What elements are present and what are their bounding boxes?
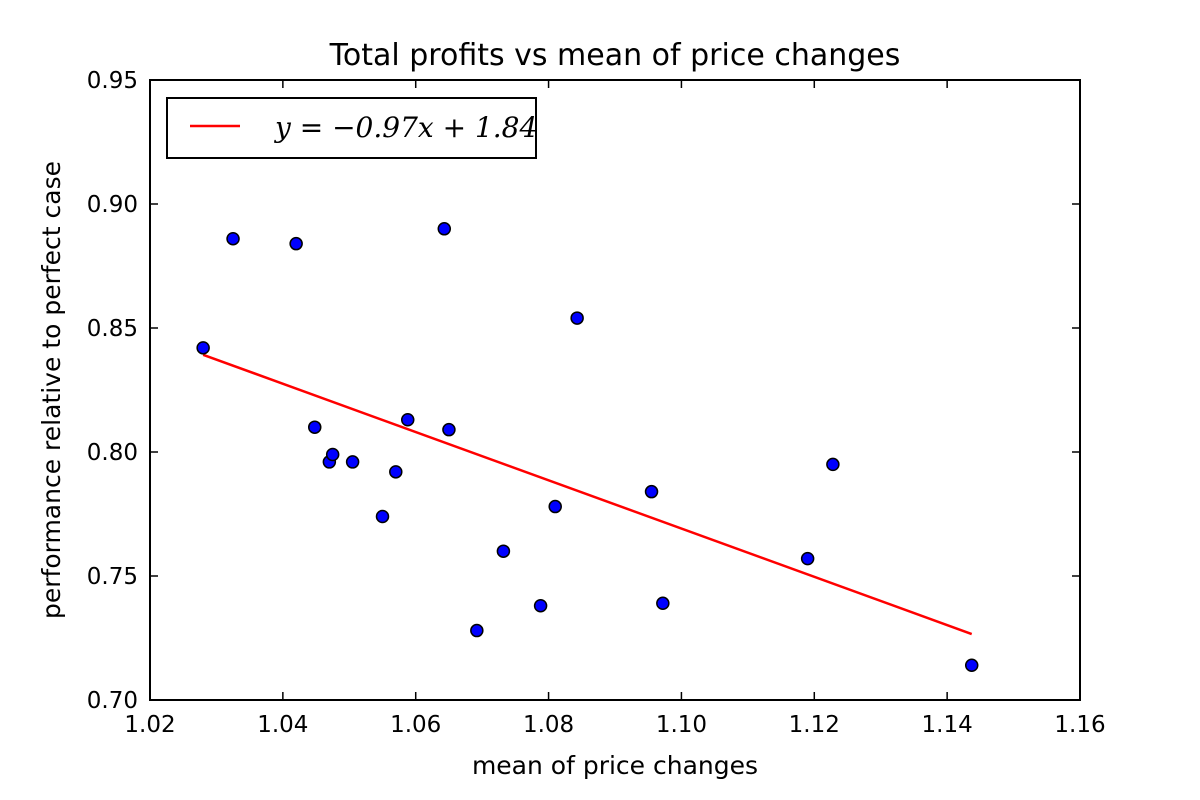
fit-line-layer [202, 353, 973, 636]
fit-line [202, 353, 973, 636]
x-tick-label-3: 1.08 [523, 712, 574, 738]
data-point-14 [496, 544, 511, 558]
data-point-11 [437, 222, 452, 236]
data-point-21 [826, 457, 840, 472]
y-tick-label-3: 0.85 [87, 316, 138, 342]
data-point-7 [345, 455, 360, 469]
legend-box [166, 97, 537, 159]
x-tick-label-1: 1.04 [257, 712, 308, 738]
data-point-20 [800, 551, 815, 566]
data-point-10 [400, 413, 415, 427]
data-point-17 [570, 311, 584, 325]
y-tick-label-5: 0.95 [87, 68, 138, 94]
x-tick-label-2: 1.06 [390, 712, 441, 738]
chart-title: Total profits vs mean of price changes [329, 38, 901, 73]
points-layer [196, 222, 979, 673]
data-point-4 [307, 420, 322, 434]
data-point-6 [325, 447, 340, 462]
y-tick-label-2: 0.80 [87, 440, 138, 466]
data-point-16 [548, 499, 562, 514]
y-tick-label-4: 0.90 [87, 192, 138, 218]
data-point-3 [289, 236, 303, 251]
data-point-9 [389, 465, 403, 479]
y-axis-label: performance relative to perfect case [37, 161, 66, 619]
legend: y = −0.97x + 1.84 [166, 97, 537, 159]
data-point-12 [442, 422, 456, 437]
data-point-22 [964, 658, 979, 673]
x-tick-label-5: 1.12 [789, 712, 840, 738]
x-tick-label-4: 1.10 [656, 712, 707, 738]
legend-label: y = −0.97x + 1.84 [273, 111, 537, 144]
x-tick-label-6: 1.14 [922, 712, 973, 738]
x-axis-label: mean of price changes [472, 751, 758, 780]
data-point-1 [196, 341, 210, 355]
x-tick-label-7: 1.16 [1054, 712, 1105, 738]
data-point-2 [226, 231, 240, 246]
x-tick-label-0: 1.02 [124, 712, 175, 738]
data-point-19 [656, 596, 670, 611]
axes-background [150, 80, 1080, 700]
data-point-8 [375, 509, 390, 524]
x-axis: 1.02 1.04 1.06 1.08 1.10 1.12 1.14 1.16 [124, 80, 1106, 738]
y-tick-label-1: 0.75 [87, 564, 138, 590]
data-point-13 [470, 623, 484, 638]
y-tick-label-0: 0.70 [87, 688, 138, 714]
data-point-15 [533, 599, 548, 613]
plot-area [149, 79, 1081, 701]
axes-frame [149, 79, 1081, 701]
data-point-18 [644, 484, 659, 499]
y-axis: 0.70 0.75 0.80 0.85 0.90 0.95 [87, 68, 1080, 714]
